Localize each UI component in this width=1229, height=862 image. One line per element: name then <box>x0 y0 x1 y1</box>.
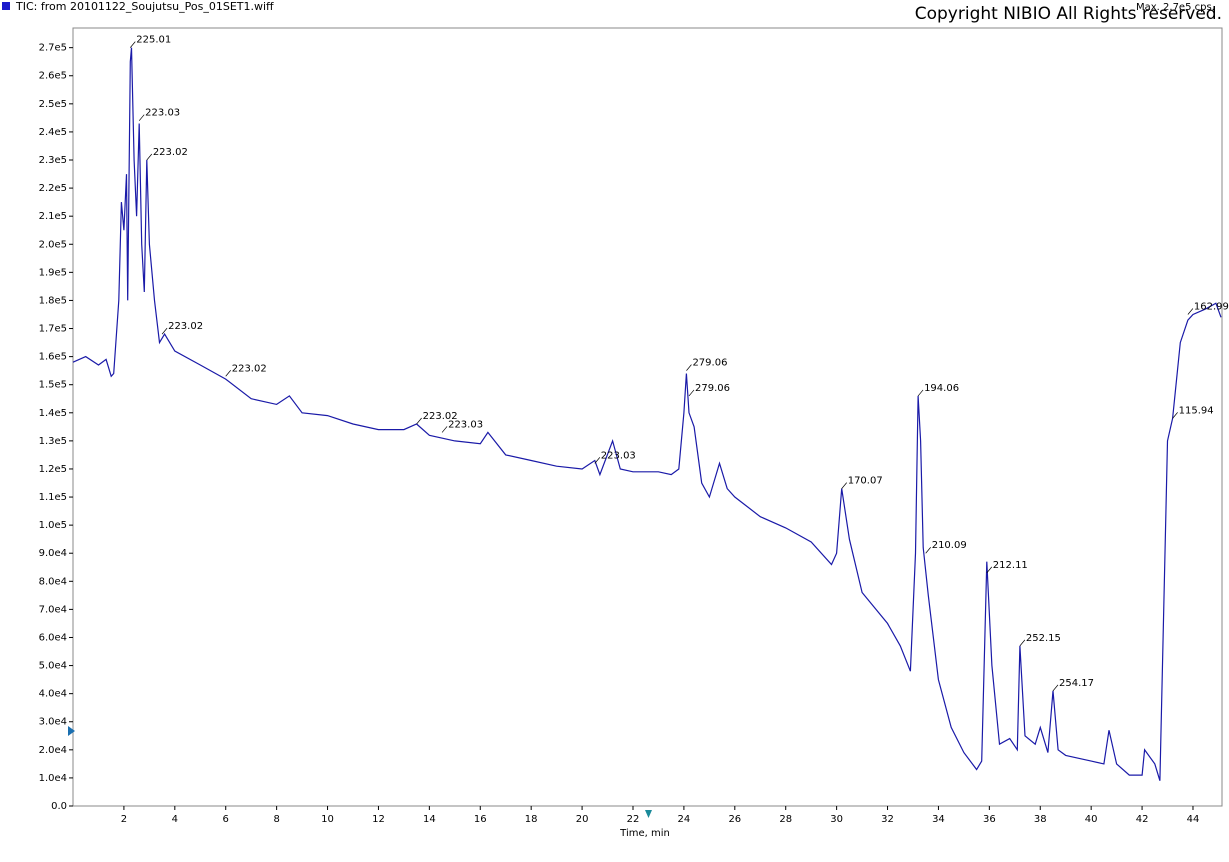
y-tick-label: 1.0e4 <box>39 773 67 784</box>
annotation-leader <box>225 370 231 377</box>
annotation: 254.17 <box>1059 678 1094 689</box>
x-tick-label: 40 <box>1085 814 1098 825</box>
annotation: 223.02 <box>168 321 203 332</box>
y-tick-label: 1.5e5 <box>39 380 67 391</box>
annotation: 223.02 <box>153 147 188 158</box>
annotation-leader <box>1172 412 1178 419</box>
y-tick-label: 2.7e5 <box>39 43 67 54</box>
x-tick-label: 36 <box>983 814 996 825</box>
y-tick-label: 2.1e5 <box>39 211 67 222</box>
x-tick-label: 16 <box>474 814 487 825</box>
y-tick-label: 2.2e5 <box>39 183 67 194</box>
x-tick-label: 14 <box>423 814 436 825</box>
y-tick-label: 2.0e4 <box>39 745 67 756</box>
y-tick-label: 4.0e4 <box>39 689 67 700</box>
y-tick-label: 2.4e5 <box>39 127 67 138</box>
annotation: 279.06 <box>692 358 727 369</box>
annotation-leader <box>441 426 448 433</box>
annotation-leader <box>594 457 601 464</box>
annotation: 162.99 <box>1194 301 1229 312</box>
annotation: 194.06 <box>924 383 959 394</box>
y-tick-label: 3.0e4 <box>39 717 67 728</box>
y-tick-label: 2.3e5 <box>39 155 67 166</box>
y-tick-label: 1.0e5 <box>39 520 67 531</box>
x-tick-label: 20 <box>576 814 589 825</box>
annotation-leader <box>925 546 931 554</box>
y-tick-label: 7.0e4 <box>39 604 67 615</box>
y-tick-label: 6.0e4 <box>39 632 67 643</box>
y-tick-label: 1.8e5 <box>39 295 67 306</box>
y-tick-label: 1.1e5 <box>39 492 67 503</box>
annotation-leader <box>130 41 136 48</box>
x-tick-label: 18 <box>525 814 538 825</box>
annotation: 223.03 <box>601 450 636 461</box>
annotation: 252.15 <box>1026 633 1061 644</box>
y-tick-label: 1.4e5 <box>39 408 67 419</box>
annotation-leader <box>1187 308 1194 315</box>
x-tick-label: 8 <box>273 814 279 825</box>
annotation: 223.02 <box>232 363 267 374</box>
x-tick-label: 44 <box>1187 814 1200 825</box>
y-tick-label: 1.3e5 <box>39 436 67 447</box>
x-tick-label: 26 <box>728 814 741 825</box>
y-tick-label: 1.6e5 <box>39 352 67 363</box>
y-tick-label: 2.0e5 <box>39 239 67 250</box>
y-tick-label: 1.9e5 <box>39 267 67 278</box>
tic-line <box>72 47 1222 781</box>
y-tick-label: 1.2e5 <box>39 464 67 475</box>
annotation: 115.94 <box>1179 405 1214 416</box>
x-tick-label: 6 <box>223 814 229 825</box>
y-tick-label: 5.0e4 <box>39 661 67 672</box>
y-tick-label: 2.5e5 <box>39 99 67 110</box>
annotation-leader <box>688 389 695 397</box>
x-tick-label: 24 <box>678 814 691 825</box>
chart-title: TIC: from 20101122_Soujutsu_Pos_01SET1.w… <box>15 0 274 13</box>
legend-icon <box>2 2 10 10</box>
max-label: Max. 2.7e5 cps. <box>1136 2 1215 13</box>
marker <box>68 726 75 736</box>
annotation-leader <box>1019 639 1026 647</box>
y-tick-label: 8.0e4 <box>39 576 67 587</box>
x-tick-label: 30 <box>830 814 843 825</box>
annotation-leader <box>686 364 692 371</box>
y-tick-label: 9.0e4 <box>39 548 67 559</box>
annotation: 225.01 <box>136 35 171 46</box>
x-tick-label: 2 <box>121 814 127 825</box>
x-tick-label: 34 <box>932 814 945 825</box>
marker <box>645 810 652 818</box>
x-tick-label: 12 <box>372 814 385 825</box>
x-tick-label: 32 <box>881 814 894 825</box>
x-tick-label: 38 <box>1034 814 1047 825</box>
annotation: 223.03 <box>145 108 180 119</box>
annotation-leader <box>146 153 153 161</box>
x-tick-label: 4 <box>172 814 178 825</box>
annotation-leader <box>1052 684 1059 692</box>
annotation-leader <box>161 327 168 335</box>
annotation: 170.07 <box>848 476 883 487</box>
plot-frame <box>72 27 1223 807</box>
annotation-leader <box>986 566 993 574</box>
y-tick-label: 0.0 <box>51 801 67 812</box>
annotation: 223.02 <box>423 411 458 422</box>
x-tick-label: 22 <box>627 814 640 825</box>
x-tick-label: 28 <box>779 814 792 825</box>
annotation: 212.11 <box>993 560 1028 571</box>
annotation: 210.09 <box>932 540 967 551</box>
x-tick-label: 10 <box>321 814 334 825</box>
annotation-leader <box>138 114 145 121</box>
copyright: Copyright NIBIO All Rights reserved. <box>915 4 1222 24</box>
y-tick-label: 2.6e5 <box>39 71 67 82</box>
y-tick-label: 1.7e5 <box>39 324 67 335</box>
annotation: 279.06 <box>695 383 730 394</box>
x-tick-label: 42 <box>1136 814 1149 825</box>
annotation: 223.03 <box>448 419 483 430</box>
x-axis-label: Time, min <box>619 828 670 839</box>
annotation-leader <box>416 417 422 425</box>
annotation-leader <box>841 482 847 489</box>
annotation-leader <box>917 389 924 397</box>
